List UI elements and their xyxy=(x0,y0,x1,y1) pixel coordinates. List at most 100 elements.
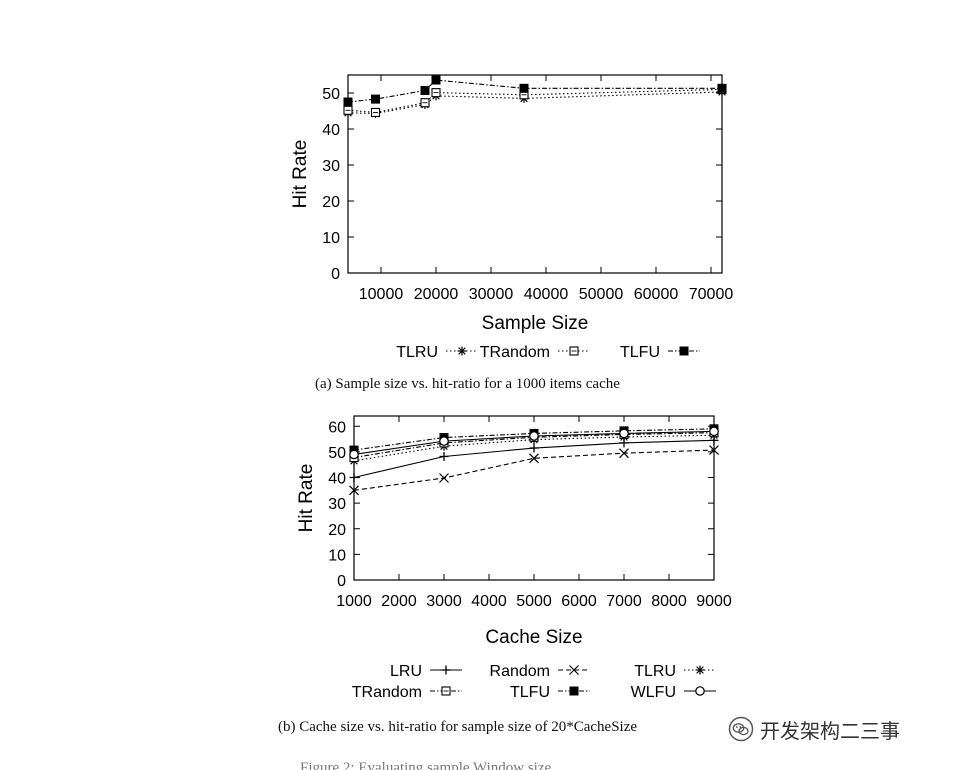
legend-marker xyxy=(441,665,451,675)
y-tick-label: 30 xyxy=(322,158,340,175)
legend-item-lru: LRU xyxy=(390,663,462,680)
y-tick-label: 10 xyxy=(322,230,340,247)
series-lru xyxy=(349,435,719,482)
y-tick-label: 60 xyxy=(328,419,346,436)
x-tick-label: 60000 xyxy=(634,286,679,303)
y-tick-label: 50 xyxy=(322,86,340,103)
data-point xyxy=(371,94,380,104)
data-point xyxy=(439,473,449,483)
plot-frame xyxy=(347,74,723,274)
x-tick-label: 7000 xyxy=(606,593,642,610)
caption-b: (b) Cache size vs. hit-ratio for sample … xyxy=(278,719,638,735)
x-tick-label: 30000 xyxy=(469,286,514,303)
data-point xyxy=(529,443,539,453)
y-tick-label: 0 xyxy=(331,266,340,283)
data-point xyxy=(431,88,441,98)
data-point xyxy=(439,436,449,446)
y-tick-label: 40 xyxy=(328,471,346,488)
data-point xyxy=(529,453,539,464)
caption-a: (a) Sample size vs. hit-ratio for a 1000… xyxy=(315,376,620,392)
legend-label: LRU xyxy=(390,663,422,680)
x-tick-label: 50000 xyxy=(579,286,624,303)
series-trandom xyxy=(343,84,727,117)
data-point xyxy=(709,426,719,437)
data-point xyxy=(431,75,441,85)
data-point xyxy=(370,107,381,117)
data-point xyxy=(343,105,353,115)
series-random xyxy=(349,445,719,496)
legend-label: TLFU xyxy=(510,684,550,701)
series-line xyxy=(347,88,723,113)
data-point xyxy=(619,448,629,459)
y-tick-label: 40 xyxy=(322,122,340,139)
series-tlru xyxy=(343,87,727,119)
legend-label: TLRU xyxy=(634,663,676,680)
legend-item-tlru: TLRU xyxy=(396,344,478,361)
x-tick-label: 2000 xyxy=(381,593,417,610)
data-point xyxy=(529,431,539,441)
x-tick-label: 1000 xyxy=(336,593,372,610)
legend-marker xyxy=(695,686,705,696)
chart-b-cache-size: 0 10 20 30 40 50 60 1000 2000 3000 4000 5000 6000 700… xyxy=(296,415,732,701)
y-tick-label: 20 xyxy=(322,194,340,211)
legend-marker xyxy=(679,346,689,356)
legend-marker xyxy=(569,665,579,675)
legend-marker xyxy=(441,686,451,696)
x-tick-label: 9000 xyxy=(696,593,732,610)
x-tick-label: 40000 xyxy=(524,286,569,303)
y-tick-label: 30 xyxy=(328,496,346,513)
legend: LRU Random TLRU TRandom TLFU WLFU xyxy=(352,663,716,701)
data-point xyxy=(519,83,529,93)
wechat-icon xyxy=(728,716,754,742)
x-tick-label: 3000 xyxy=(426,593,462,610)
data-point xyxy=(439,451,449,461)
data-point xyxy=(619,428,629,439)
x-tick-label: 70000 xyxy=(689,286,734,303)
y-axis-label: Hit Rate xyxy=(296,464,317,533)
x-axis-label: Cache Size xyxy=(485,627,582,648)
legend-marker xyxy=(569,346,579,356)
data-point xyxy=(420,98,430,108)
series-line xyxy=(347,91,723,115)
series-tlfu xyxy=(343,75,727,107)
legend-item-trandom: TRandom xyxy=(480,344,590,361)
chart-a-sample-size: 0 10 20 30 40 50 10000 20000 30000 40000 50000 6000… xyxy=(290,74,734,361)
x-axis-label: Sample Size xyxy=(482,313,589,334)
x-tick-label: 20000 xyxy=(414,286,459,303)
series-line xyxy=(353,449,715,491)
x-tick-label: 10000 xyxy=(359,286,404,303)
y-tick-label: 20 xyxy=(328,522,346,539)
legend-label: TLFU xyxy=(620,344,660,361)
x-tick-label: 6000 xyxy=(561,593,597,610)
y-tick-label: 50 xyxy=(328,445,346,462)
data-point xyxy=(349,485,359,496)
legend-item-tlfu: TLFU xyxy=(620,344,700,361)
data-point xyxy=(717,83,727,93)
legend-item-tlfu: TLFU xyxy=(510,684,590,701)
legend-label: Random xyxy=(490,663,550,680)
legend-marker xyxy=(695,665,705,675)
watermark-text: 开发架构二三事 xyxy=(760,718,900,743)
legend-item-wlfu: WLFU xyxy=(631,684,716,701)
legend-label: TRandom xyxy=(352,684,422,701)
y-axis-label: Hit Rate xyxy=(290,140,311,209)
watermark: 开发架构二三事 xyxy=(728,714,900,744)
legend-marker xyxy=(569,686,579,696)
legend-item-random: Random xyxy=(490,663,590,680)
y-tick-label: 10 xyxy=(328,547,346,564)
data-point xyxy=(349,449,359,460)
legend-item-trandom: TRandom xyxy=(352,684,462,701)
data-point xyxy=(349,473,359,482)
legend-label: WLFU xyxy=(631,684,676,701)
legend-item-tlru: TLRU xyxy=(634,663,716,680)
data-point xyxy=(420,85,430,95)
legend-label: TRandom xyxy=(480,344,550,361)
series-line xyxy=(347,79,722,103)
figure-caption-partial: Figure 2: Evaluating sample Window size xyxy=(300,762,552,770)
legend-marker xyxy=(457,346,467,356)
data-point xyxy=(343,97,353,107)
x-tick-label: 8000 xyxy=(651,593,687,610)
series-wlfu xyxy=(349,426,719,460)
x-tick-label: 4000 xyxy=(471,593,507,610)
